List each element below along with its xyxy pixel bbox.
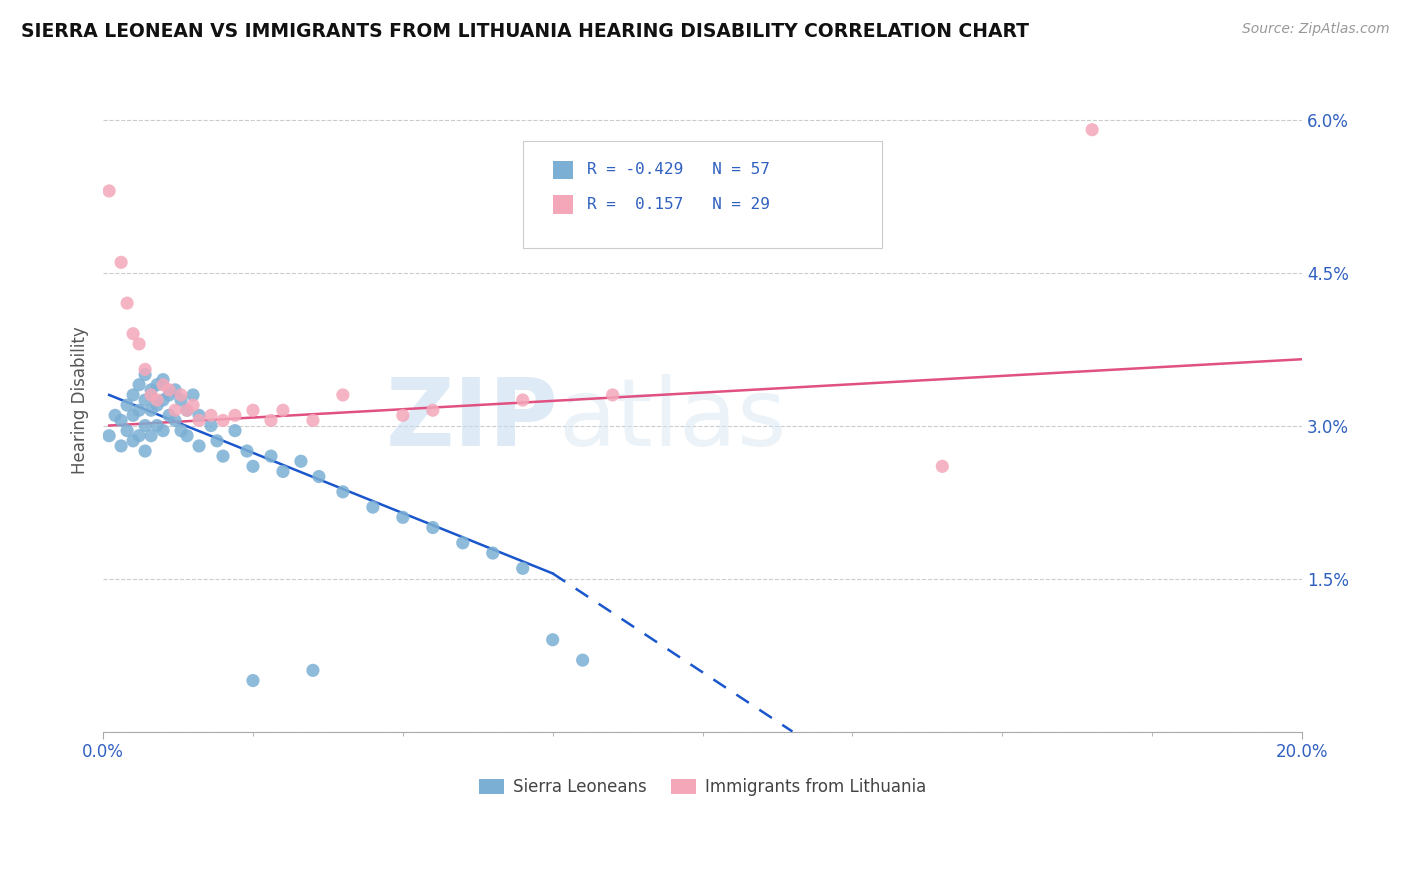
Point xyxy=(152,373,174,387)
Point xyxy=(152,424,174,438)
Point xyxy=(110,255,132,269)
Point xyxy=(224,424,246,438)
Point xyxy=(422,520,444,534)
Point xyxy=(392,409,415,423)
Point xyxy=(422,403,444,417)
Point xyxy=(110,413,132,427)
Point xyxy=(98,428,121,442)
Point xyxy=(224,409,246,423)
Point xyxy=(302,664,325,678)
Point xyxy=(122,388,145,402)
Point xyxy=(332,484,354,499)
Point xyxy=(134,418,156,433)
Point xyxy=(157,383,180,397)
Text: R = -0.429   N = 57: R = -0.429 N = 57 xyxy=(588,162,770,178)
Point xyxy=(146,418,169,433)
Point xyxy=(361,500,384,515)
Point xyxy=(181,388,204,402)
Point xyxy=(152,392,174,407)
Point xyxy=(188,409,211,423)
Point xyxy=(165,403,187,417)
Point xyxy=(242,403,264,417)
Point xyxy=(128,337,150,351)
Point xyxy=(176,403,198,417)
Point xyxy=(170,388,193,402)
Point xyxy=(200,409,222,423)
Point xyxy=(115,296,138,310)
Point xyxy=(481,546,503,560)
Point xyxy=(271,465,294,479)
Point xyxy=(1081,122,1104,136)
Text: atlas: atlas xyxy=(558,374,787,466)
FancyBboxPatch shape xyxy=(553,161,572,179)
Point xyxy=(302,413,325,427)
Point xyxy=(134,444,156,458)
Point xyxy=(176,428,198,442)
Point xyxy=(602,388,624,402)
Point xyxy=(290,454,312,468)
Point xyxy=(931,459,953,474)
Legend: Sierra Leoneans, Immigrants from Lithuania: Sierra Leoneans, Immigrants from Lithuan… xyxy=(472,772,932,803)
Point xyxy=(181,398,204,412)
Point xyxy=(139,383,162,397)
Point xyxy=(308,469,330,483)
Point xyxy=(134,362,156,376)
Point xyxy=(242,673,264,688)
Point xyxy=(392,510,415,524)
Point xyxy=(157,409,180,423)
Point xyxy=(170,424,193,438)
Point xyxy=(128,403,150,417)
Point xyxy=(212,413,235,427)
Point xyxy=(165,383,187,397)
Text: SIERRA LEONEAN VS IMMIGRANTS FROM LITHUANIA HEARING DISABILITY CORRELATION CHART: SIERRA LEONEAN VS IMMIGRANTS FROM LITHUA… xyxy=(21,22,1029,41)
Point xyxy=(115,398,138,412)
Point xyxy=(139,428,162,442)
Point xyxy=(512,392,534,407)
Point xyxy=(260,413,283,427)
Point xyxy=(134,392,156,407)
Point xyxy=(242,459,264,474)
Point xyxy=(134,368,156,382)
Point xyxy=(157,388,180,402)
Point xyxy=(212,449,235,463)
Point xyxy=(176,403,198,417)
Point xyxy=(512,561,534,575)
Point xyxy=(98,184,121,198)
Point xyxy=(170,392,193,407)
Point xyxy=(128,428,150,442)
Point xyxy=(260,449,283,463)
Point xyxy=(122,409,145,423)
Text: Source: ZipAtlas.com: Source: ZipAtlas.com xyxy=(1241,22,1389,37)
Point xyxy=(236,444,259,458)
Point xyxy=(451,536,474,550)
Point xyxy=(205,434,228,448)
Point xyxy=(146,377,169,392)
Point xyxy=(571,653,593,667)
Point xyxy=(541,632,564,647)
Point xyxy=(188,413,211,427)
Point xyxy=(188,439,211,453)
Point xyxy=(110,439,132,453)
Point xyxy=(146,392,169,407)
Point xyxy=(122,434,145,448)
Point xyxy=(146,398,169,412)
Point xyxy=(271,403,294,417)
Point xyxy=(165,413,187,427)
Point xyxy=(332,388,354,402)
Text: ZIP: ZIP xyxy=(385,374,558,466)
FancyBboxPatch shape xyxy=(553,195,572,214)
FancyBboxPatch shape xyxy=(523,142,883,248)
Point xyxy=(152,377,174,392)
Point xyxy=(104,409,127,423)
Y-axis label: Hearing Disability: Hearing Disability xyxy=(72,326,89,474)
Point xyxy=(200,418,222,433)
Point xyxy=(139,388,162,402)
Text: R =  0.157   N = 29: R = 0.157 N = 29 xyxy=(588,197,770,212)
Point xyxy=(139,403,162,417)
Point xyxy=(122,326,145,341)
Point xyxy=(115,424,138,438)
Point xyxy=(128,377,150,392)
